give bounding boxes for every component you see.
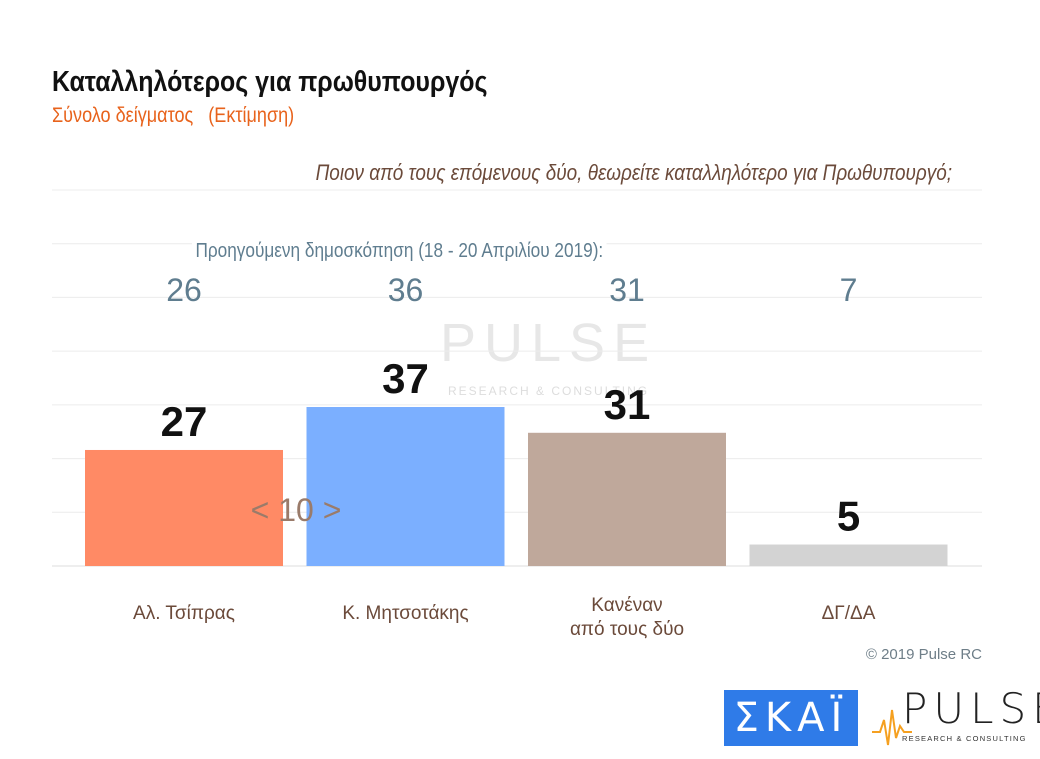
pulse-logo: PULSE RESEARCH & CONSULTING <box>872 684 1040 750</box>
gap-annotation: < 10 > <box>251 492 342 528</box>
bar <box>749 544 948 566</box>
survey-question: Ποιον από τους επόμενους δύο, θεωρείτε κ… <box>315 160 952 185</box>
previous-poll-label: Προηγούμενη δημοσκόπηση (18 - 20 Απριλίο… <box>192 240 607 263</box>
category-label: Αλ. Τσίπρας <box>133 603 235 624</box>
data-label: 5 <box>837 493 860 540</box>
pulse-wave-icon <box>872 709 912 746</box>
previous-value: 36 <box>388 272 424 308</box>
watermark-sub: RESEARCH & CONSULTING <box>448 384 650 398</box>
data-label: 27 <box>161 398 208 445</box>
data-label: 31 <box>604 381 651 428</box>
previous-value: 7 <box>840 272 858 308</box>
chart-subtitle: Σύνολο δείγματος (Εκτίμηση) <box>52 104 295 127</box>
bar <box>306 407 505 566</box>
pulse-logo-sub: RESEARCH & CONSULTING <box>902 734 1027 743</box>
copyright: © 2019 Pulse RC <box>865 646 982 663</box>
watermark: PULSE <box>440 313 658 373</box>
skai-logo: ΣΚΑΪ <box>724 690 858 746</box>
category-label: ΔΓ/ΔΑ <box>822 603 876 624</box>
bar <box>528 432 726 566</box>
previous-value: 26 <box>166 272 202 308</box>
previous-value: 31 <box>609 272 645 308</box>
bar <box>85 449 283 566</box>
chart-title: Καταλληλότερος για πρωθυπουργός <box>52 66 488 98</box>
category-label: Κανέναν από τους δύο <box>570 595 684 640</box>
pulse-logo-text: PULSE <box>902 684 1040 733</box>
data-label: 37 <box>382 355 429 402</box>
category-label: Κ. Μητσοτάκης <box>342 603 468 624</box>
